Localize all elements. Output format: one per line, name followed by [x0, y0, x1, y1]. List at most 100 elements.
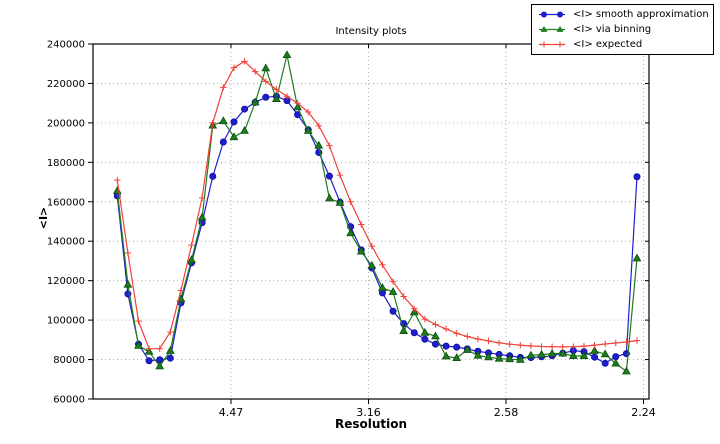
data-point-triangle — [261, 63, 271, 72]
legend-item: <I> via binning — [537, 22, 709, 37]
data-point-plus — [485, 337, 492, 345]
data-point-triangle — [250, 97, 260, 106]
data-point-triangle — [484, 352, 493, 361]
data-point-plus — [591, 341, 598, 349]
data-point-plus — [527, 342, 535, 350]
data-point-triangle — [473, 350, 483, 359]
data-point-plus — [241, 58, 248, 65]
data-point-triangle — [600, 349, 610, 358]
x-tick-label: 2.24 — [631, 406, 656, 419]
data-point-triangle — [537, 349, 546, 358]
data-point-plus — [220, 84, 227, 91]
data-point-triangle — [420, 327, 430, 336]
data-point-triangle — [187, 255, 196, 263]
data-point-triangle — [165, 346, 175, 354]
data-point-plus — [368, 242, 376, 250]
legend-line-triangle-icon — [539, 25, 565, 32]
data-point-circle — [389, 307, 397, 315]
data-point-plus — [177, 287, 185, 294]
data-point-triangle — [197, 212, 207, 221]
data-point-plus — [358, 221, 365, 228]
data-point-triangle — [335, 197, 345, 206]
data-point-plus — [347, 198, 354, 205]
data-point-circle — [633, 173, 641, 181]
legend-box: <I> smooth approximation <I> via binning… — [531, 4, 714, 55]
data-point-plus — [633, 337, 641, 344]
data-point-triangle — [367, 260, 377, 269]
y-tick-label: 140000 — [47, 237, 85, 248]
y-axis-label: <I> — [37, 206, 50, 230]
data-point-circle — [453, 343, 461, 351]
data-point-plus — [517, 341, 524, 349]
data-point-circle — [241, 105, 249, 113]
data-point-plus — [262, 78, 269, 85]
x-axis-label: Resolution — [334, 417, 408, 431]
data-point-plus — [305, 108, 312, 116]
data-point-plus — [135, 317, 142, 325]
data-point-plus — [315, 122, 323, 130]
data-point-plus — [495, 339, 503, 346]
data-point-plus — [167, 328, 174, 336]
data-point-triangle — [632, 253, 642, 262]
data-point-circle — [591, 353, 599, 361]
data-point-triangle — [431, 331, 440, 340]
data-point-plus — [580, 342, 588, 350]
data-point-plus — [570, 343, 577, 350]
legend-label: <I> via binning — [573, 24, 652, 35]
data-point-triangle — [452, 353, 462, 361]
data-point-plus — [283, 93, 291, 100]
data-point-triangle — [590, 346, 599, 354]
data-point-plus — [421, 315, 429, 323]
data-point-plus — [294, 99, 301, 107]
x-tick-label: 3.16 — [356, 406, 381, 419]
data-point-plus — [432, 321, 439, 328]
data-point-plus — [336, 171, 344, 179]
y-tick-label: 240000 — [47, 40, 85, 51]
data-point-triangle — [218, 116, 228, 125]
data-point-triangle — [399, 326, 409, 334]
data-point-triangle — [568, 351, 578, 360]
data-point-triangle — [314, 140, 324, 149]
y-tick-label: 160000 — [47, 197, 85, 208]
data-point-plus — [601, 340, 609, 348]
y-tick-label: 220000 — [47, 79, 85, 90]
y-tick-label: 180000 — [47, 158, 85, 169]
data-point-circle — [442, 342, 450, 350]
data-point-triangle — [293, 102, 302, 111]
data-point-plus — [538, 343, 545, 350]
data-point-plus — [623, 338, 630, 346]
data-point-plus — [273, 86, 280, 93]
data-point-plus — [379, 261, 386, 269]
data-point-plus — [114, 176, 121, 184]
series-line-1 — [116, 54, 638, 372]
data-point-plus — [230, 64, 238, 71]
data-point-triangle — [325, 193, 334, 202]
x-tick-label: 4.47 — [219, 406, 244, 419]
data-point-circle — [601, 359, 609, 367]
y-tick-label: 120000 — [47, 276, 85, 287]
data-point-plus — [464, 333, 471, 340]
data-point-triangle — [494, 353, 504, 362]
data-point-plus — [389, 278, 397, 285]
data-point-plus — [209, 119, 216, 127]
legend-label: <I> expected — [573, 39, 643, 50]
data-point-plus — [124, 249, 132, 257]
data-point-triangle — [622, 366, 631, 375]
data-point-circle — [209, 172, 217, 180]
data-point-triangle — [346, 228, 356, 237]
data-point-triangle — [441, 351, 451, 360]
data-point-triangle — [611, 358, 621, 367]
series-line-2 — [116, 60, 638, 350]
data-point-triangle — [515, 354, 525, 363]
data-point-circle — [431, 340, 439, 348]
data-point-triangle — [123, 279, 133, 288]
data-point-plus — [326, 142, 333, 149]
data-point-triangle — [134, 340, 143, 349]
data-point-plus — [411, 305, 418, 312]
data-point-plus — [612, 339, 619, 347]
plot-frame — [92, 43, 650, 400]
data-point-circle — [166, 354, 174, 362]
y-tick-label: 60000 — [53, 395, 85, 406]
